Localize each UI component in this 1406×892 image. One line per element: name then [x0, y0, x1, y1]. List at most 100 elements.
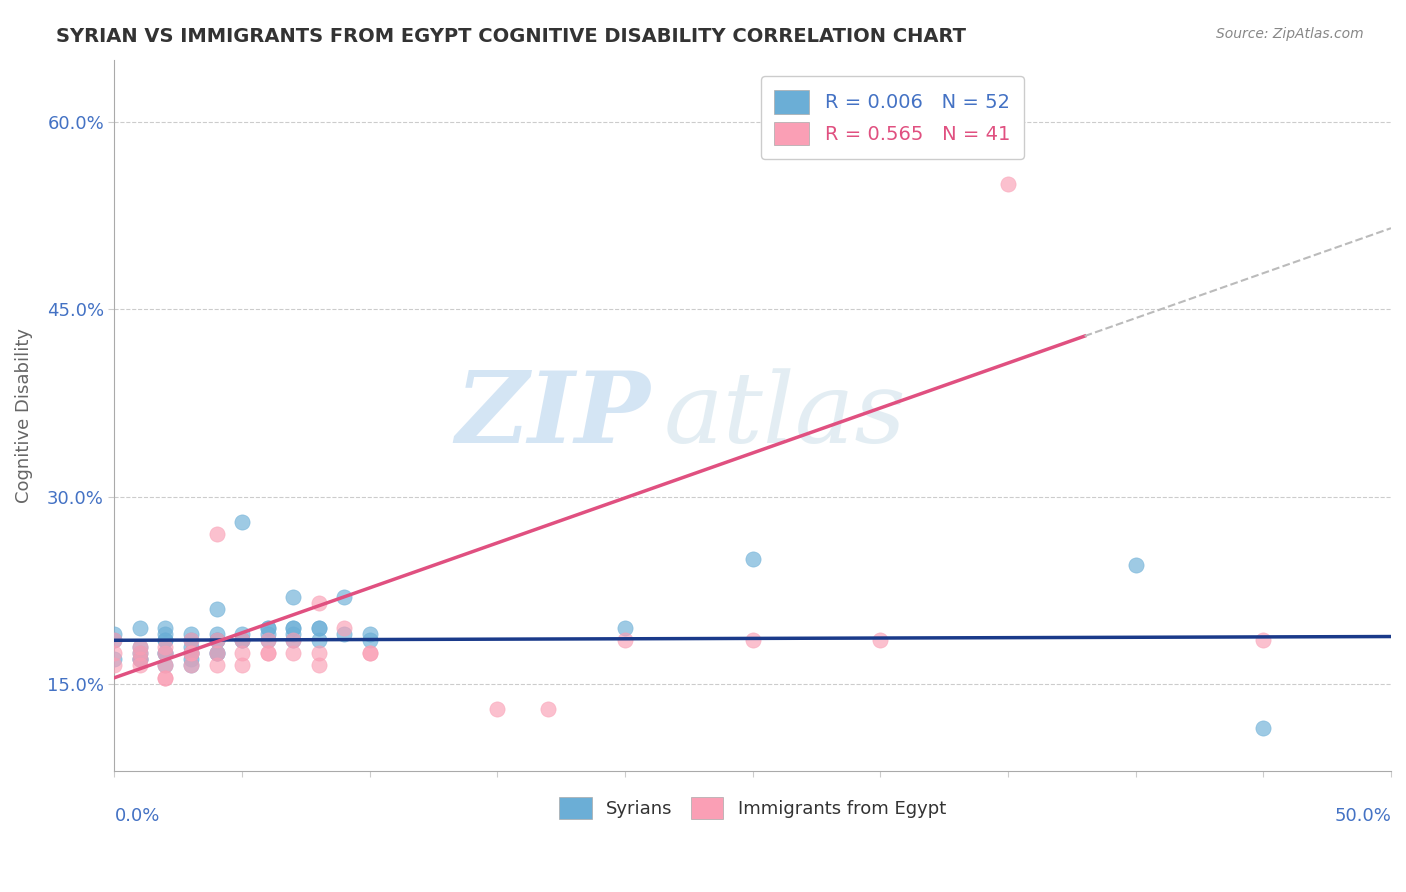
- Point: [180, 646, 202, 660]
- Point: [359, 633, 381, 648]
- Point: [205, 527, 228, 541]
- Point: [103, 658, 125, 673]
- Point: [103, 646, 125, 660]
- Point: [308, 596, 330, 610]
- Point: [129, 646, 152, 660]
- Point: [155, 633, 177, 648]
- Point: [205, 646, 228, 660]
- Point: [155, 658, 177, 673]
- Point: [281, 621, 304, 635]
- Point: [103, 633, 125, 648]
- Point: [103, 633, 125, 648]
- Point: [180, 633, 202, 648]
- Point: [256, 646, 278, 660]
- Point: [281, 646, 304, 660]
- Point: [129, 646, 152, 660]
- Point: [180, 633, 202, 648]
- Text: ZIP: ZIP: [456, 368, 651, 464]
- Point: [333, 590, 356, 604]
- Point: [741, 633, 763, 648]
- Point: [308, 646, 330, 660]
- Point: [155, 646, 177, 660]
- Point: [155, 646, 177, 660]
- Point: [129, 652, 152, 666]
- Point: [614, 621, 637, 635]
- Point: [180, 658, 202, 673]
- Point: [155, 646, 177, 660]
- Point: [281, 633, 304, 648]
- Point: [333, 621, 356, 635]
- Point: [231, 515, 253, 529]
- Point: [256, 627, 278, 641]
- Point: [231, 646, 253, 660]
- Point: [180, 646, 202, 660]
- Point: [205, 633, 228, 648]
- Point: [205, 627, 228, 641]
- Point: [308, 621, 330, 635]
- Point: [614, 633, 637, 648]
- Point: [256, 633, 278, 648]
- Point: [1253, 633, 1275, 648]
- Point: [180, 627, 202, 641]
- Text: 0.0%: 0.0%: [114, 807, 160, 825]
- Point: [359, 627, 381, 641]
- Point: [129, 652, 152, 666]
- Point: [180, 652, 202, 666]
- Point: [155, 640, 177, 654]
- Point: [256, 621, 278, 635]
- Point: [231, 633, 253, 648]
- Y-axis label: Cognitive Disability: Cognitive Disability: [15, 328, 32, 503]
- Point: [129, 658, 152, 673]
- Point: [281, 627, 304, 641]
- Point: [1125, 558, 1147, 573]
- Point: [180, 658, 202, 673]
- Text: atlas: atlas: [664, 368, 905, 463]
- Point: [129, 640, 152, 654]
- Point: [155, 633, 177, 648]
- Point: [308, 621, 330, 635]
- Point: [231, 633, 253, 648]
- Point: [359, 646, 381, 660]
- Point: [129, 640, 152, 654]
- Point: [281, 633, 304, 648]
- Point: [180, 646, 202, 660]
- Point: [1253, 721, 1275, 735]
- Point: [308, 633, 330, 648]
- Point: [741, 552, 763, 566]
- Text: 50.0%: 50.0%: [1334, 807, 1391, 825]
- Point: [997, 178, 1019, 192]
- Point: [256, 633, 278, 648]
- Point: [281, 590, 304, 604]
- Point: [103, 652, 125, 666]
- Point: [869, 633, 891, 648]
- Point: [155, 671, 177, 685]
- Text: SYRIAN VS IMMIGRANTS FROM EGYPT COGNITIVE DISABILITY CORRELATION CHART: SYRIAN VS IMMIGRANTS FROM EGYPT COGNITIV…: [56, 27, 966, 45]
- Point: [231, 633, 253, 648]
- Point: [129, 652, 152, 666]
- Text: Source: ZipAtlas.com: Source: ZipAtlas.com: [1216, 27, 1364, 41]
- Legend: R = 0.006   N = 52, R = 0.565   N = 41: R = 0.006 N = 52, R = 0.565 N = 41: [761, 77, 1024, 159]
- Point: [180, 640, 202, 654]
- Point: [155, 671, 177, 685]
- Point: [333, 627, 356, 641]
- Point: [180, 646, 202, 660]
- Point: [359, 646, 381, 660]
- Point: [205, 633, 228, 648]
- Point: [256, 646, 278, 660]
- Point: [231, 658, 253, 673]
- Point: [155, 658, 177, 673]
- Point: [205, 646, 228, 660]
- Point: [308, 658, 330, 673]
- Point: [537, 702, 560, 716]
- Point: [231, 627, 253, 641]
- Point: [256, 621, 278, 635]
- Point: [205, 602, 228, 616]
- Point: [155, 621, 177, 635]
- Point: [281, 621, 304, 635]
- Point: [103, 627, 125, 641]
- Point: [205, 646, 228, 660]
- Point: [205, 658, 228, 673]
- Point: [155, 627, 177, 641]
- Point: [486, 702, 509, 716]
- Point: [129, 621, 152, 635]
